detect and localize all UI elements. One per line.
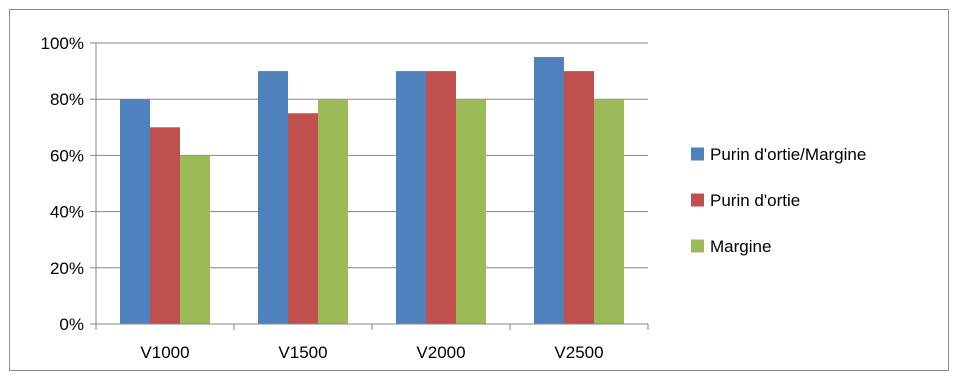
bar (396, 71, 426, 324)
x-tick-label: V1000 (140, 343, 189, 362)
legend-swatch (691, 239, 704, 253)
x-tick-label: V1500 (278, 343, 327, 362)
bar (180, 155, 210, 324)
legend: Purin d'ortie/Margine Purin d'ortie Margin… (691, 145, 866, 256)
bar (288, 113, 318, 324)
y-tick-label: 20% (50, 259, 84, 278)
x-tick-label: V2500 (554, 343, 603, 362)
y-tick-label: 0% (59, 315, 84, 334)
legend-swatch (691, 147, 704, 161)
y-tick-label: 60% (50, 146, 84, 165)
legend-label: Margine (710, 237, 771, 256)
y-tick-label: 40% (50, 203, 84, 222)
bar (150, 127, 180, 324)
x-tick-label: V2000 (416, 343, 465, 362)
bar (120, 99, 150, 324)
y-tick-label: 80% (50, 90, 84, 109)
y-axis-tick-labels: 0% 20% 40% 60% 80% 100% (41, 34, 84, 334)
axes (90, 42, 649, 330)
legend-label: Purin d'ortie/Margine (710, 145, 866, 164)
bar (426, 71, 456, 324)
bar (534, 57, 564, 325)
bar (258, 71, 288, 324)
y-tick-label: 100% (41, 34, 84, 53)
bar (564, 71, 594, 324)
bar (594, 99, 624, 324)
x-axis-tick-labels: V1000 V1500 V2000 V2500 (140, 343, 603, 362)
bar (318, 99, 348, 324)
legend-label: Purin d'ortie (710, 191, 800, 210)
legend-swatch (691, 193, 704, 207)
bar (456, 99, 486, 324)
bars (120, 57, 624, 325)
